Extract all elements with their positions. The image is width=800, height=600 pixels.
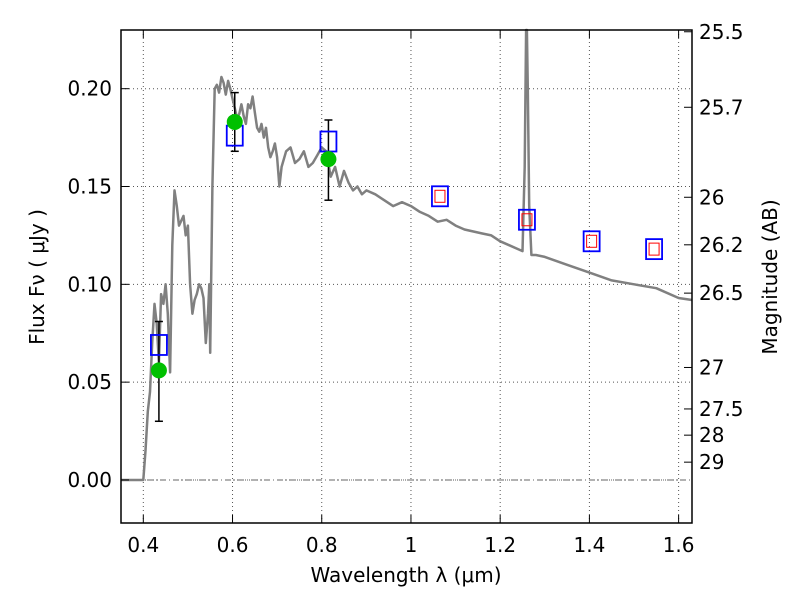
model-square bbox=[582, 230, 601, 253]
model-square bbox=[518, 208, 536, 231]
x-tick-label: 1.6 bbox=[663, 533, 695, 557]
magnitude-tick-label: 26.5 bbox=[699, 281, 744, 305]
x-tick-labels: 0.4 0.6 0.8 1 1.2 1.4 1.6 bbox=[127, 533, 694, 557]
y-tick-labels: 0.00 0.05 0.10 0.15 0.20 bbox=[67, 77, 112, 492]
y-tick-label: 0.05 bbox=[67, 370, 112, 394]
model-square-inner bbox=[586, 234, 598, 248]
magnitude-tick-label: 28 bbox=[699, 423, 724, 447]
model-square bbox=[431, 185, 449, 208]
x-tick-label: 0.4 bbox=[127, 533, 159, 557]
magnitude-tick-label: 27.5 bbox=[699, 397, 744, 421]
y-tick-label: 0.10 bbox=[67, 272, 112, 296]
x-tick-label: 0.8 bbox=[306, 533, 338, 557]
model-square bbox=[645, 238, 663, 261]
sed-spectrum-line bbox=[121, 28, 693, 482]
y2-axis-label: Magnitude (AB) bbox=[758, 199, 782, 354]
model-squares bbox=[150, 124, 663, 356]
grid-lines bbox=[121, 30, 692, 523]
observed-point bbox=[226, 113, 243, 130]
magnitude-tick-label: 25.5 bbox=[699, 20, 744, 44]
magnitude-tick-label: 27 bbox=[699, 355, 724, 379]
x-tick-label: 1.2 bbox=[484, 533, 516, 557]
x-tick-label: 1.4 bbox=[573, 533, 605, 557]
observed-point bbox=[320, 151, 337, 168]
x-tick-label: 1 bbox=[405, 533, 418, 557]
magnitude-tick-label: 26 bbox=[699, 185, 724, 209]
y-tick-label: 0.00 bbox=[67, 468, 112, 492]
magnitude-tick-label: 26.2 bbox=[699, 233, 744, 257]
observed-points bbox=[150, 113, 337, 379]
plot-frame bbox=[120, 29, 693, 524]
magnitude-tick-labels: 25.5 25.7 26 26.2 26.5 27 27.528 29 bbox=[699, 20, 744, 474]
model-square-inner bbox=[648, 242, 660, 256]
model-square-inner bbox=[434, 189, 446, 203]
model-square bbox=[150, 334, 168, 356]
sed-line-group bbox=[121, 28, 693, 482]
observed-point bbox=[150, 362, 167, 379]
y-tick-label: 0.15 bbox=[67, 175, 112, 199]
axis-ticks bbox=[121, 30, 692, 523]
y-axis-label: Flux Fν ( μJy ) bbox=[25, 209, 49, 345]
error-bars bbox=[154, 91, 333, 423]
model-square-inner bbox=[521, 213, 533, 227]
x-axis-label: Wavelength λ (μm) bbox=[310, 563, 501, 587]
magnitude-tick-label: 29 bbox=[699, 450, 724, 474]
y-tick-label: 0.20 bbox=[67, 77, 112, 101]
magnitude-tick-label: 25.7 bbox=[699, 95, 744, 119]
x-tick-label: 0.6 bbox=[217, 533, 249, 557]
